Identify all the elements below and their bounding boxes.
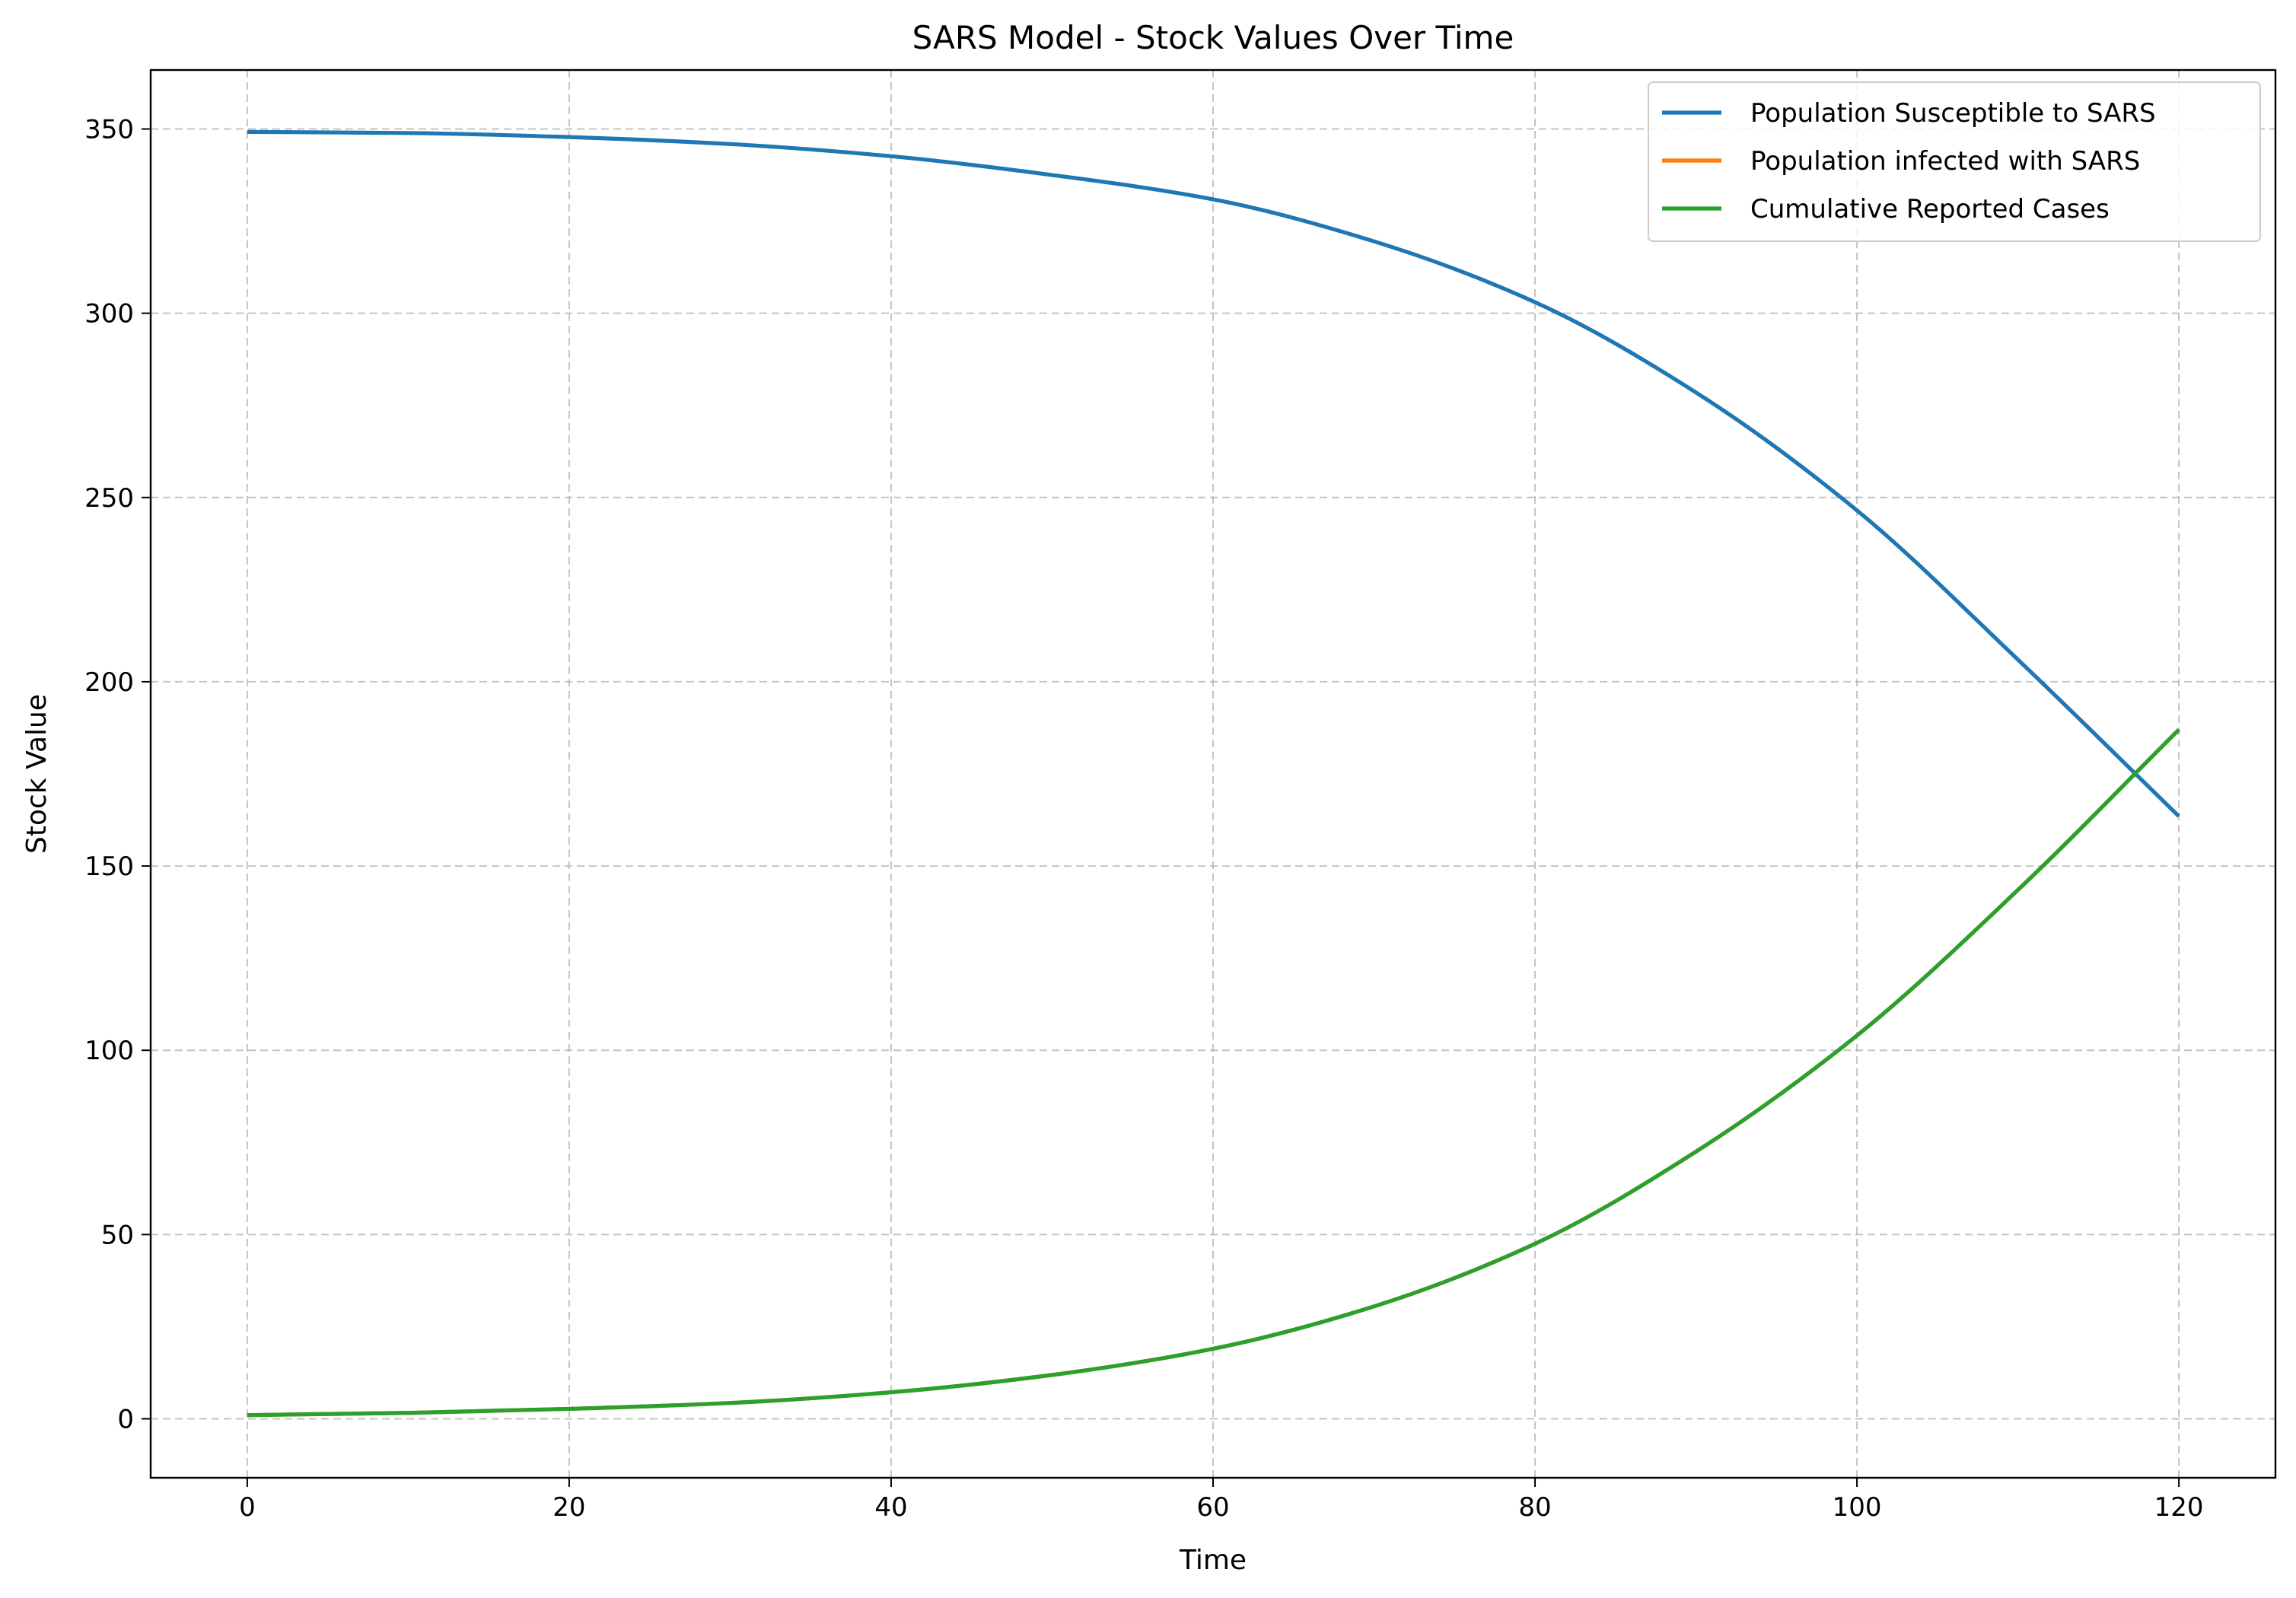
series-line-cumulative-reported-cases xyxy=(247,728,2180,1418)
y-tick-label: 0 xyxy=(117,1405,134,1435)
y-tick-label: 200 xyxy=(84,667,134,698)
series-lines xyxy=(247,129,2180,1418)
y-tick-label: 250 xyxy=(84,483,134,514)
x-tick-label: 20 xyxy=(553,1492,585,1523)
axis-ticks: 0 20 40 60 80 100 120 0 50 100 150 200 250 300 350 xyxy=(84,114,2203,1523)
y-tick-label: 150 xyxy=(84,852,134,882)
y-tick-label: 100 xyxy=(84,1036,134,1066)
legend-box xyxy=(1648,81,2261,242)
x-axis-label: Time xyxy=(1179,1545,1247,1576)
x-tick-label: 40 xyxy=(874,1492,907,1523)
legend-label: Cumulative Reported Cases xyxy=(1750,194,2110,224)
legend-label: Population Susceptible to SARS xyxy=(1750,98,2156,129)
x-tick-label: 120 xyxy=(2154,1492,2204,1523)
chart-title: SARS Model - Stock Values Over Time xyxy=(912,19,1514,56)
x-tick-label: 80 xyxy=(1518,1492,1551,1523)
x-tick-label: 60 xyxy=(1196,1492,1229,1523)
y-tick-label: 50 xyxy=(101,1220,134,1250)
y-tick-label: 350 xyxy=(84,114,134,145)
legend: Population Susceptible to SARS Population… xyxy=(1648,81,2261,242)
y-tick-label: 300 xyxy=(84,299,134,329)
x-tick-label: 100 xyxy=(1833,1492,1882,1523)
series-line-population-susceptible-to-sars xyxy=(247,129,2180,818)
y-axis-label: Stock Value xyxy=(21,694,53,854)
x-tick-label: 0 xyxy=(239,1492,256,1523)
legend-label: Population infected with SARS xyxy=(1750,146,2140,177)
grid xyxy=(151,70,2275,1478)
